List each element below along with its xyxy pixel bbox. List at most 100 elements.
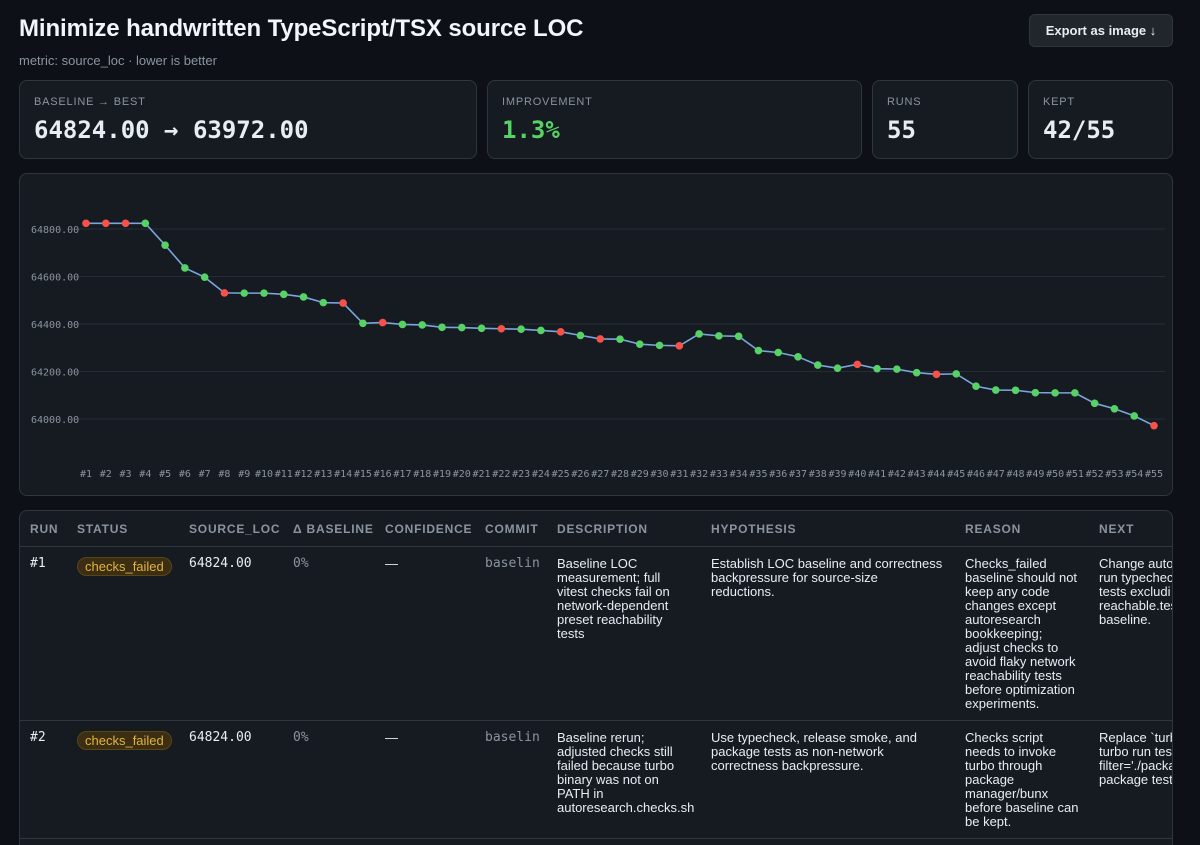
x-tick-label: #13	[314, 469, 332, 480]
export-image-button[interactable]: Export as image ↓	[1029, 14, 1173, 47]
data-point[interactable]	[754, 346, 763, 355]
data-point[interactable]	[873, 364, 881, 373]
data-point[interactable]	[912, 368, 921, 377]
data-point[interactable]	[279, 290, 288, 299]
data-point[interactable]	[101, 219, 110, 228]
col-confidence[interactable]: CONFIDENCE	[375, 511, 475, 547]
x-tick-label: #47	[987, 469, 1005, 480]
data-point[interactable]	[319, 298, 328, 307]
data-point[interactable]	[121, 219, 130, 228]
x-tick-label: #22	[492, 469, 510, 480]
data-point[interactable]	[517, 325, 525, 334]
data-point[interactable]	[339, 299, 347, 307]
data-point[interactable]	[260, 289, 268, 297]
data-point[interactable]	[477, 324, 486, 333]
data-point[interactable]	[1090, 399, 1099, 408]
data-point[interactable]	[497, 324, 506, 333]
data-point[interactable]	[181, 264, 189, 272]
data-point[interactable]	[734, 332, 743, 341]
baseline-best-value: 64824.00 → 63972.00	[34, 116, 309, 144]
x-tick-label: #18	[413, 469, 431, 480]
col-description[interactable]: DESCRIPTION	[547, 511, 701, 547]
data-point[interactable]	[556, 328, 565, 336]
x-tick-label: #54	[1125, 469, 1143, 480]
data-point[interactable]	[1130, 412, 1139, 420]
x-tick-label: #5	[159, 469, 171, 480]
data-point[interactable]	[991, 386, 1000, 394]
data-point[interactable]	[616, 335, 624, 343]
x-tick-label: #28	[611, 469, 629, 480]
delta-baseline-cell: 0%	[283, 546, 375, 721]
data-point[interactable]	[1071, 389, 1079, 397]
x-tick-label: #16	[374, 469, 392, 480]
data-point[interactable]	[635, 340, 644, 348]
data-point[interactable]	[1150, 421, 1158, 430]
data-point[interactable]	[457, 323, 466, 332]
data-point[interactable]	[82, 219, 90, 228]
loc-line-chart: 64000.00 64200.00 64400.00 64600.00 64800.00…	[31, 219, 1165, 480]
data-point[interactable]	[893, 365, 901, 373]
data-point[interactable]	[537, 326, 545, 335]
col-reason[interactable]: REASON	[955, 511, 1089, 547]
x-tick-label: #23	[512, 469, 530, 480]
data-point[interactable]	[1011, 386, 1020, 395]
data-point[interactable]	[655, 341, 664, 350]
data-point[interactable]	[220, 289, 229, 297]
commit-cell[interactable]: baselin	[475, 546, 547, 721]
data-point[interactable]	[675, 342, 684, 350]
col-commit[interactable]: COMMIT	[475, 511, 547, 547]
data-point[interactable]	[359, 319, 367, 328]
col-next[interactable]: NEXT	[1089, 511, 1172, 547]
data-point[interactable]	[715, 332, 723, 340]
x-tick-label: #3	[120, 469, 132, 480]
col-status[interactable]: STATUS	[67, 511, 179, 547]
data-point[interactable]	[853, 360, 862, 369]
kept-label: KEPT	[1043, 96, 1075, 108]
source-loc-cell: 64824.00	[179, 720, 283, 839]
data-point[interactable]	[141, 219, 150, 228]
delta-baseline-cell: 0%	[283, 720, 375, 839]
runs-table-panel: RUN STATUS SOURCE_LOC Δ BASELINE CONFIDE…	[19, 510, 1173, 845]
data-point[interactable]	[596, 335, 605, 343]
x-tick-label: #21	[473, 469, 491, 480]
commit-cell[interactable]: baselin	[475, 720, 547, 839]
next-cell: Replace `turb turbo run test filter='./p…	[1089, 720, 1172, 839]
col-run[interactable]: RUN	[20, 511, 67, 547]
data-point[interactable]	[695, 330, 703, 338]
data-point[interactable]	[1051, 389, 1059, 397]
data-point[interactable]	[398, 320, 407, 329]
data-point[interactable]	[161, 241, 169, 249]
col-delta-baseline[interactable]: Δ BASELINE	[283, 511, 375, 547]
data-point[interactable]	[833, 364, 842, 372]
data-point[interactable]	[576, 331, 585, 340]
x-tick-label: #14	[334, 469, 352, 480]
data-point[interactable]	[240, 289, 249, 297]
kept-value: 42/55	[1043, 116, 1116, 144]
data-point[interactable]	[813, 361, 822, 369]
x-tick-label: #39	[829, 469, 847, 480]
status-badge: checks_failed	[77, 730, 172, 750]
x-tick-label: #51	[1066, 469, 1084, 480]
table-row[interactable]: #1 checks_failed 64824.00 0% — baselin B…	[20, 546, 1172, 721]
data-point[interactable]	[200, 273, 209, 282]
x-tick-label: #55	[1145, 469, 1163, 480]
col-hypothesis[interactable]: HYPOTHESIS	[701, 511, 955, 547]
data-point[interactable]	[378, 318, 387, 327]
x-tick-label: #34	[730, 469, 748, 480]
data-point[interactable]	[952, 370, 961, 378]
data-point[interactable]	[1031, 388, 1040, 397]
data-point[interactable]	[774, 348, 783, 357]
x-tick-label: #46	[967, 469, 985, 480]
x-tick-label: #25	[552, 469, 570, 480]
data-point[interactable]	[1110, 404, 1119, 413]
data-point[interactable]	[418, 321, 427, 329]
x-tick-label: #48	[1007, 469, 1025, 480]
data-point[interactable]	[932, 370, 941, 379]
data-point[interactable]	[972, 382, 980, 391]
table-header-row: RUN STATUS SOURCE_LOC Δ BASELINE CONFIDE…	[20, 511, 1172, 547]
col-source-loc[interactable]: SOURCE_LOC	[179, 511, 283, 547]
data-point[interactable]	[794, 352, 802, 361]
table-row[interactable]: #2 checks_failed 64824.00 0% — baselin B…	[20, 720, 1172, 839]
data-point[interactable]	[438, 323, 446, 332]
data-point[interactable]	[299, 293, 308, 301]
